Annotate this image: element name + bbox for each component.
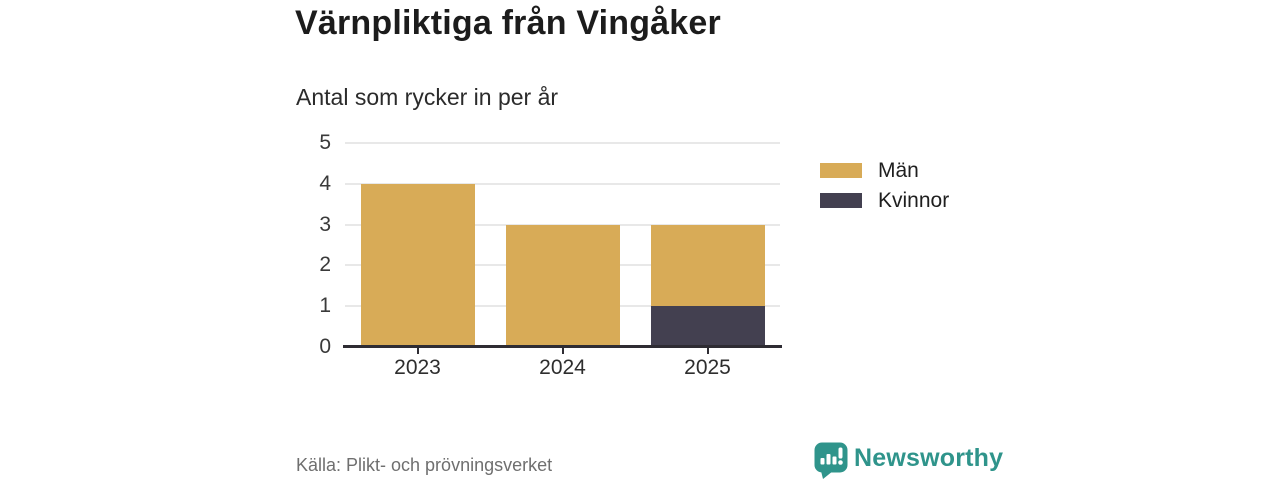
gridline — [345, 182, 780, 185]
x-axis-tick — [706, 347, 709, 354]
bar-segment-män-2024 — [505, 224, 620, 347]
newsworthy-wordmark: Newsworthy — [854, 444, 1004, 472]
chart-title: Värnpliktiga från Vingåker — [295, 4, 721, 42]
x-tick-label: 2023 — [394, 356, 441, 379]
legend: Män Kvinnor — [820, 159, 950, 223]
y-tick-label: 4 — [319, 171, 331, 195]
bar-segment-män-2025 — [650, 224, 765, 307]
y-tick-label: 0 — [319, 335, 331, 358]
bar-segment-kvinnor-2025 — [650, 306, 765, 347]
x-axis-line — [343, 345, 782, 348]
gridline — [345, 223, 780, 226]
newsworthy-logo: Newsworthy — [814, 442, 1003, 479]
source-note: Källa: Plikt- och prövningsverket — [296, 455, 553, 475]
legend-label: Män — [878, 159, 919, 182]
legend-row: Män — [820, 159, 949, 182]
y-tick-label: 3 — [319, 212, 331, 236]
x-axis-tick — [416, 347, 419, 354]
legend-swatch — [820, 163, 862, 178]
legend-label: Kvinnor — [878, 189, 950, 212]
legend-row: Kvinnor — [820, 189, 950, 212]
x-tick-label: 2024 — [539, 356, 586, 379]
chart-subtitle: Antal som rycker in per år — [296, 84, 559, 110]
x-tick-label: 2025 — [684, 356, 731, 379]
plot-area: 0 1 2 3 4 5 2023 2024 2025 — [319, 131, 782, 379]
bar-segment-män-2023 — [360, 183, 475, 347]
y-tick-label: 1 — [319, 294, 331, 318]
x-axis-tick — [561, 347, 564, 354]
newsworthy-speech-bubble-chart-icon — [814, 442, 848, 479]
gridline — [345, 142, 780, 144]
y-tick-label: 5 — [319, 131, 331, 154]
y-tick-label: 2 — [319, 253, 331, 277]
legend-swatch — [820, 193, 862, 208]
